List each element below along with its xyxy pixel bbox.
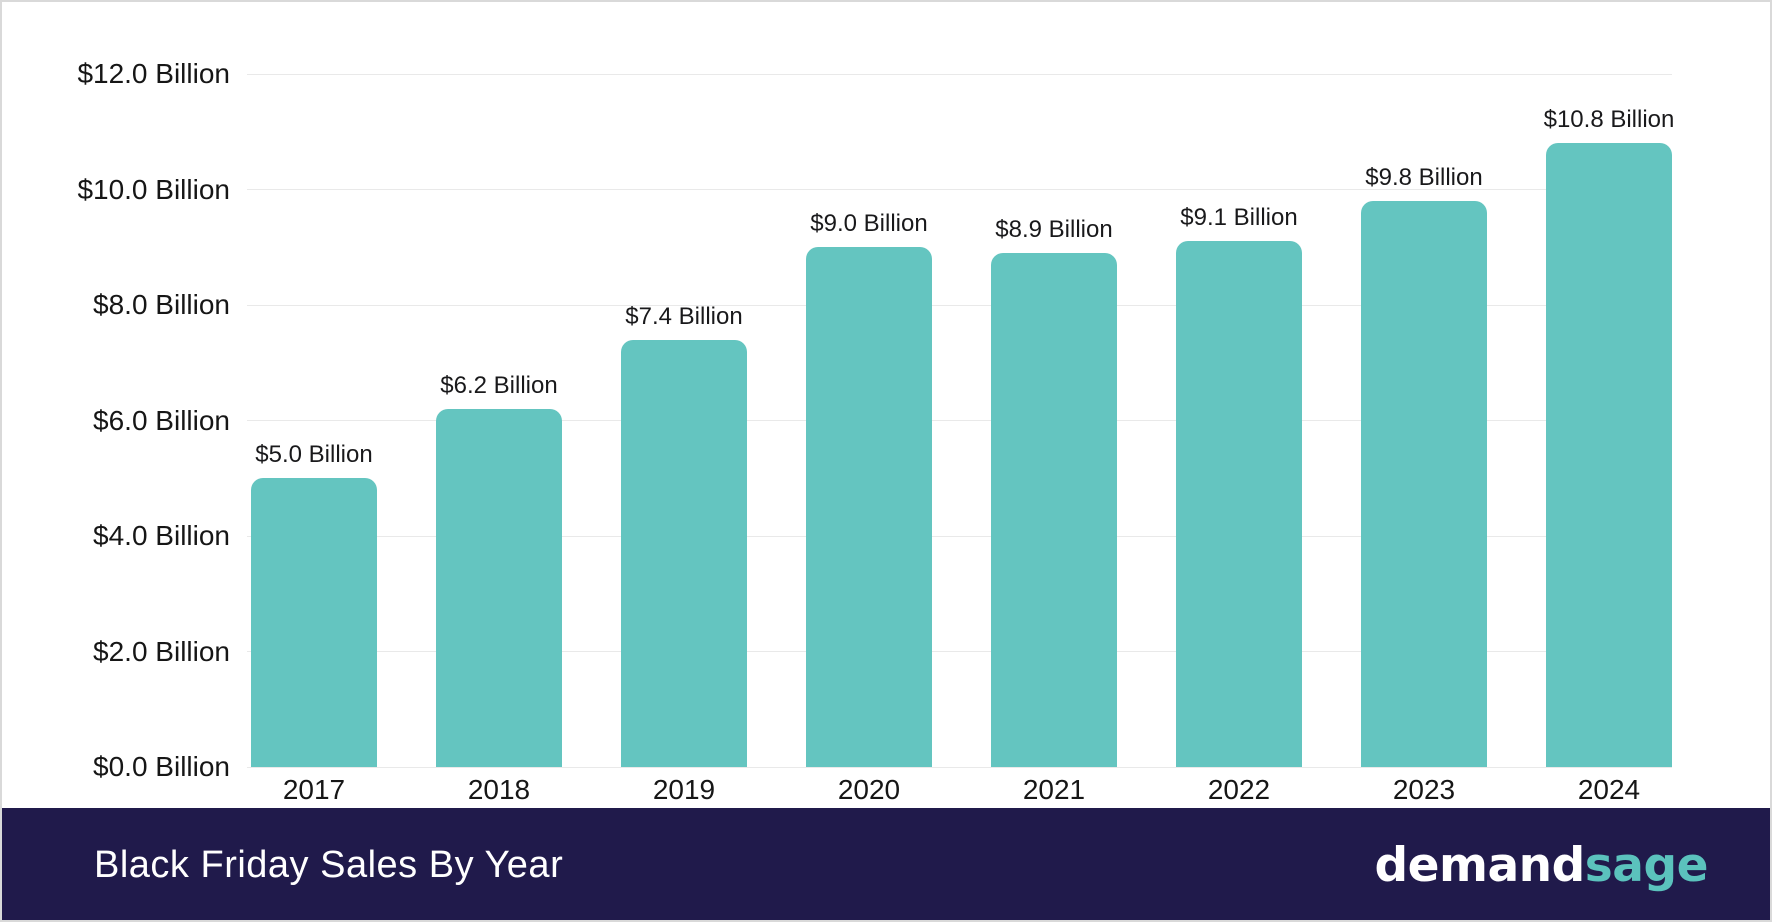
y-tick-label: $8.0 Billion <box>93 289 230 320</box>
bar-value-label-2020: $9.0 Billion <box>810 210 928 238</box>
x-tick-label-2017: 2017 <box>282 774 346 805</box>
y-tick-label: $2.0 Billion <box>93 635 230 667</box>
gridline-2b <box>247 651 1672 652</box>
x-tick-label-2024: 2024 <box>1577 774 1641 805</box>
bar-2021 <box>991 253 1117 767</box>
bar-value-label-2022: $9.1 Billion <box>1180 204 1298 232</box>
bar-value-label-2018: $6.2 Billion <box>440 371 558 399</box>
demandsage-logo: demandsage <box>1374 838 1708 893</box>
bar-2017 <box>251 478 377 767</box>
y-tick-label: $4.0 Billion <box>93 520 230 551</box>
footer-banner: Black Friday Sales By Year demandsage <box>2 808 1770 920</box>
gridline-4b <box>247 535 1672 537</box>
gridline-12b <box>247 73 1672 75</box>
bar-2018 <box>436 408 562 767</box>
bar-value-label-2021: $8.9 Billion <box>995 216 1113 244</box>
x-tick-label-2022: 2022 <box>1207 774 1271 805</box>
logo-text-sage: sage <box>1584 837 1709 893</box>
bar-value-label-2023: $9.8 Billion <box>1365 164 1483 192</box>
bar-2022 <box>1176 241 1302 767</box>
x-tick-label-2021: 2021 <box>1022 774 1086 805</box>
y-tick-label: $0.0 Billion <box>93 751 230 782</box>
bar-value-label-2019: $7.4 Billion <box>625 302 743 330</box>
x-tick-label-2023: 2023 <box>1392 774 1456 805</box>
x-tick-label-2020: 2020 <box>837 774 901 805</box>
x-tick-label-2018: 2018 <box>467 774 531 805</box>
bar-2024 <box>1546 143 1672 767</box>
bar-value-label-2024: $10.8 Billion <box>1543 106 1675 134</box>
x-tick-label-2019: 2019 <box>652 774 716 805</box>
bar-2020 <box>806 247 932 767</box>
chart-title: Black Friday Sales By Year <box>94 843 564 886</box>
logo-text-demand: demand <box>1374 837 1585 893</box>
bar-2023 <box>1361 201 1487 767</box>
bar-2019 <box>621 339 747 767</box>
bar-value-label-2017: $5.0 Billion <box>255 441 373 469</box>
gridline-10b <box>247 189 1672 190</box>
bar-chart: $0.0 Billion $2.0 Billion $4.0 Billion $6.0… <box>2 2 1770 812</box>
gridline-8b <box>247 304 1672 306</box>
y-tick-label: $6.0 Billion <box>93 404 230 436</box>
gridline-6b <box>247 420 1672 421</box>
gridline-0b <box>247 766 1672 768</box>
y-tick-label: $12.0 Billion <box>77 58 230 89</box>
y-tick-label: $10.0 Billion <box>77 173 230 205</box>
